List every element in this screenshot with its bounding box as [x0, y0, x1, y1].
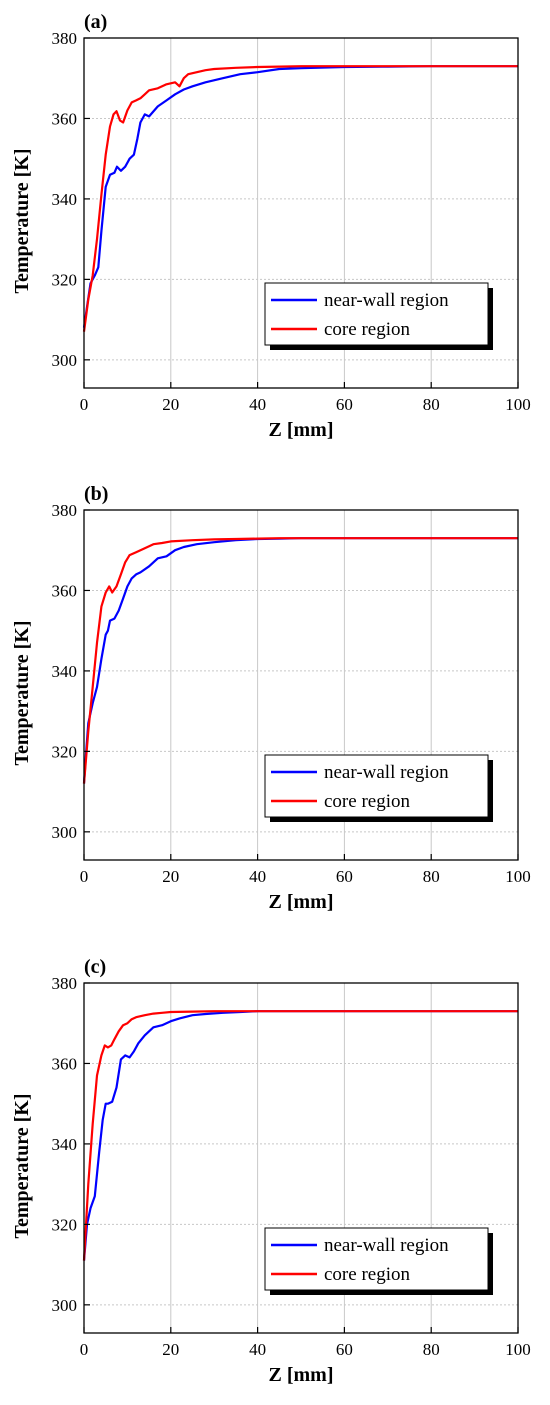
y-axis-label: Temperature [K] — [11, 1094, 33, 1239]
y-tick-label: 380 — [52, 29, 78, 48]
legend-label-core: core region — [324, 1264, 410, 1285]
series-line-near-wall — [82, 537, 518, 784]
y-axis-label: Temperature [K] — [11, 621, 33, 766]
legend-label-near-wall: near-wall region — [324, 762, 449, 783]
y-tick-label: 380 — [52, 974, 78, 993]
x-tick-label: 80 — [423, 395, 440, 414]
legend-box — [264, 754, 489, 818]
y-tick-label: 300 — [52, 823, 78, 842]
y-tick-label: 360 — [52, 109, 78, 128]
y-tick-label: 320 — [52, 1215, 78, 1234]
x-tick-label: 60 — [336, 867, 353, 886]
x-tick-label: 40 — [249, 1340, 266, 1359]
series-line-core — [82, 537, 518, 784]
x-tick-label: 100 — [505, 395, 531, 414]
y-tick-label: 340 — [52, 1135, 78, 1154]
y-tick-label: 320 — [52, 742, 78, 761]
chart-svg-c: 0 20 40 60 80 100 300 320 340 360 380 Z [mm] Tempera… — [11, 956, 531, 1386]
series-line-near-wall — [82, 65, 518, 328]
x-tick-label: 60 — [336, 395, 353, 414]
y-tick-label: 380 — [52, 501, 78, 520]
x-tick-label: 40 — [249, 867, 266, 886]
panel-label-b: (b) — [84, 483, 108, 505]
x-axis-label: Z [mm] — [269, 891, 334, 913]
chart-svg-b: 0 20 40 60 80 100 300 320 340 360 380 Z [mm] Tempera… — [11, 483, 531, 913]
x-tick-label: 0 — [80, 867, 89, 886]
panel-label-a: (a) — [84, 11, 107, 33]
panel-label-c: (c) — [84, 956, 106, 978]
y-tick-label: 300 — [52, 1296, 78, 1315]
legend-box — [264, 282, 489, 346]
x-tick-label: 100 — [505, 1340, 531, 1359]
plot-frame — [83, 982, 519, 1334]
x-axis-label: Z [mm] — [269, 1364, 334, 1386]
x-tick-label: 80 — [423, 1340, 440, 1359]
series-line-core — [82, 65, 518, 332]
x-tick-label: 100 — [505, 867, 531, 886]
y-tick-label: 360 — [52, 581, 78, 600]
legend-label-near-wall: near-wall region — [324, 290, 449, 311]
y-tick-label: 360 — [52, 1054, 78, 1073]
legend-label-core: core region — [324, 319, 410, 340]
legend-label-core: core region — [324, 791, 410, 812]
y-tick-label: 340 — [52, 190, 78, 209]
plot-frame — [83, 37, 519, 389]
x-tick-label: 20 — [162, 867, 179, 886]
chart-panel-a: 0 20 40 60 80 100 300 320 340 360 380 Z [mm] Tempera… — [0, 0, 550, 460]
y-tick-label: 320 — [52, 270, 78, 289]
x-axis-label: Z [mm] — [269, 419, 334, 441]
x-tick-label: 0 — [80, 1340, 89, 1359]
legend-box — [264, 1227, 489, 1291]
series-line-core — [82, 1010, 518, 1261]
x-tick-label: 0 — [80, 395, 89, 414]
x-tick-label: 20 — [162, 395, 179, 414]
legend-label-near-wall: near-wall region — [324, 1235, 449, 1256]
chart-svg-a: 0 20 40 60 80 100 300 320 340 360 380 Z [mm] Tempera… — [11, 11, 531, 441]
x-tick-label: 20 — [162, 1340, 179, 1359]
chart-panel-b: 0 20 40 60 80 100 300 320 340 360 380 Z [mm] Tempera… — [0, 472, 550, 932]
series-line-near-wall — [82, 1010, 518, 1261]
y-axis-label: Temperature [K] — [11, 149, 33, 294]
chart-panel-c: 0 20 40 60 80 100 300 320 340 360 380 Z [mm] Tempera… — [0, 945, 550, 1405]
x-tick-label: 80 — [423, 867, 440, 886]
plot-frame — [83, 509, 519, 861]
x-tick-label: 40 — [249, 395, 266, 414]
y-tick-label: 340 — [52, 662, 78, 681]
x-tick-label: 60 — [336, 1340, 353, 1359]
y-tick-label: 300 — [52, 351, 78, 370]
